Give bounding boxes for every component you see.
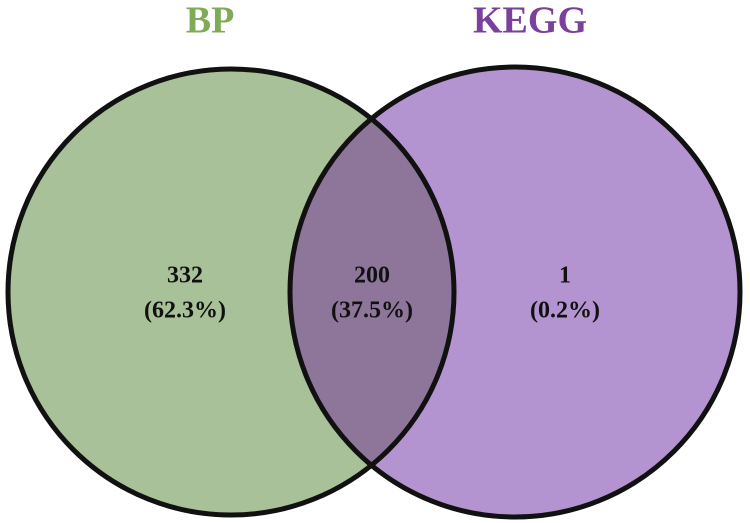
set-outline <box>5 66 457 518</box>
venn-labels: BP KEGG 332 (62.3%) 200 (37.5%) 1 (0.2%) <box>144 0 600 324</box>
venn-shapes <box>5 64 743 520</box>
region-percent: (37.5%) <box>331 298 413 324</box>
set-title: BP <box>186 0 235 42</box>
region-percent: (62.3%) <box>144 298 226 324</box>
region-count: 1 <box>559 263 571 289</box>
set-outline <box>287 64 743 520</box>
overlap-region <box>290 69 454 515</box>
region-count: 200 <box>354 263 390 289</box>
set-title: KEGG <box>473 0 587 42</box>
region-percent: (0.2%) <box>530 298 600 324</box>
region-count: 332 <box>167 263 203 289</box>
